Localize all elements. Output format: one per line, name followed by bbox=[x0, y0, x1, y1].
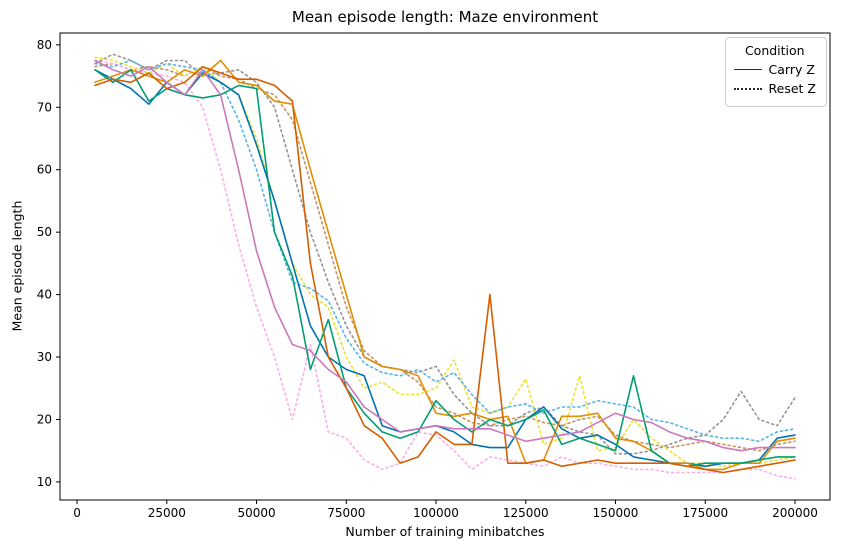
chart-legend: Condition Carry Z Reset Z bbox=[724, 37, 827, 107]
svg-text:50000: 50000 bbox=[237, 506, 275, 520]
svg-text:100000: 100000 bbox=[413, 506, 459, 520]
svg-text:70: 70 bbox=[37, 100, 52, 114]
svg-text:20: 20 bbox=[37, 412, 52, 426]
svg-text:60: 60 bbox=[37, 163, 52, 177]
svg-text:30: 30 bbox=[37, 350, 52, 364]
legend-item-reset-z: Reset Z bbox=[733, 81, 816, 96]
solid-line-sample bbox=[733, 69, 762, 70]
legend-label-carry-z: Carry Z bbox=[768, 62, 815, 77]
svg-text:10: 10 bbox=[37, 475, 52, 489]
svg-text:75000: 75000 bbox=[327, 506, 365, 520]
svg-text:125000: 125000 bbox=[503, 506, 549, 520]
chart-title: Mean episode length: Maze environment bbox=[291, 8, 599, 26]
svg-text:80: 80 bbox=[37, 38, 52, 52]
y-axis-label: Mean episode length bbox=[9, 200, 25, 332]
svg-text:150000: 150000 bbox=[593, 506, 639, 520]
legend-title: Condition bbox=[744, 43, 805, 58]
svg-text:25000: 25000 bbox=[148, 506, 186, 520]
svg-text:200000: 200000 bbox=[772, 506, 818, 520]
dotted-line-sample bbox=[733, 87, 762, 90]
svg-text:50: 50 bbox=[37, 225, 52, 239]
legend-label-reset-z: Reset Z bbox=[768, 81, 816, 96]
svg-text:175000: 175000 bbox=[682, 506, 728, 520]
x-axis-label: Number of training minibatches bbox=[345, 524, 545, 539]
svg-text:40: 40 bbox=[37, 288, 52, 302]
legend-item-carry-z: Carry Z bbox=[733, 62, 816, 77]
svg-text:0: 0 bbox=[73, 506, 81, 520]
